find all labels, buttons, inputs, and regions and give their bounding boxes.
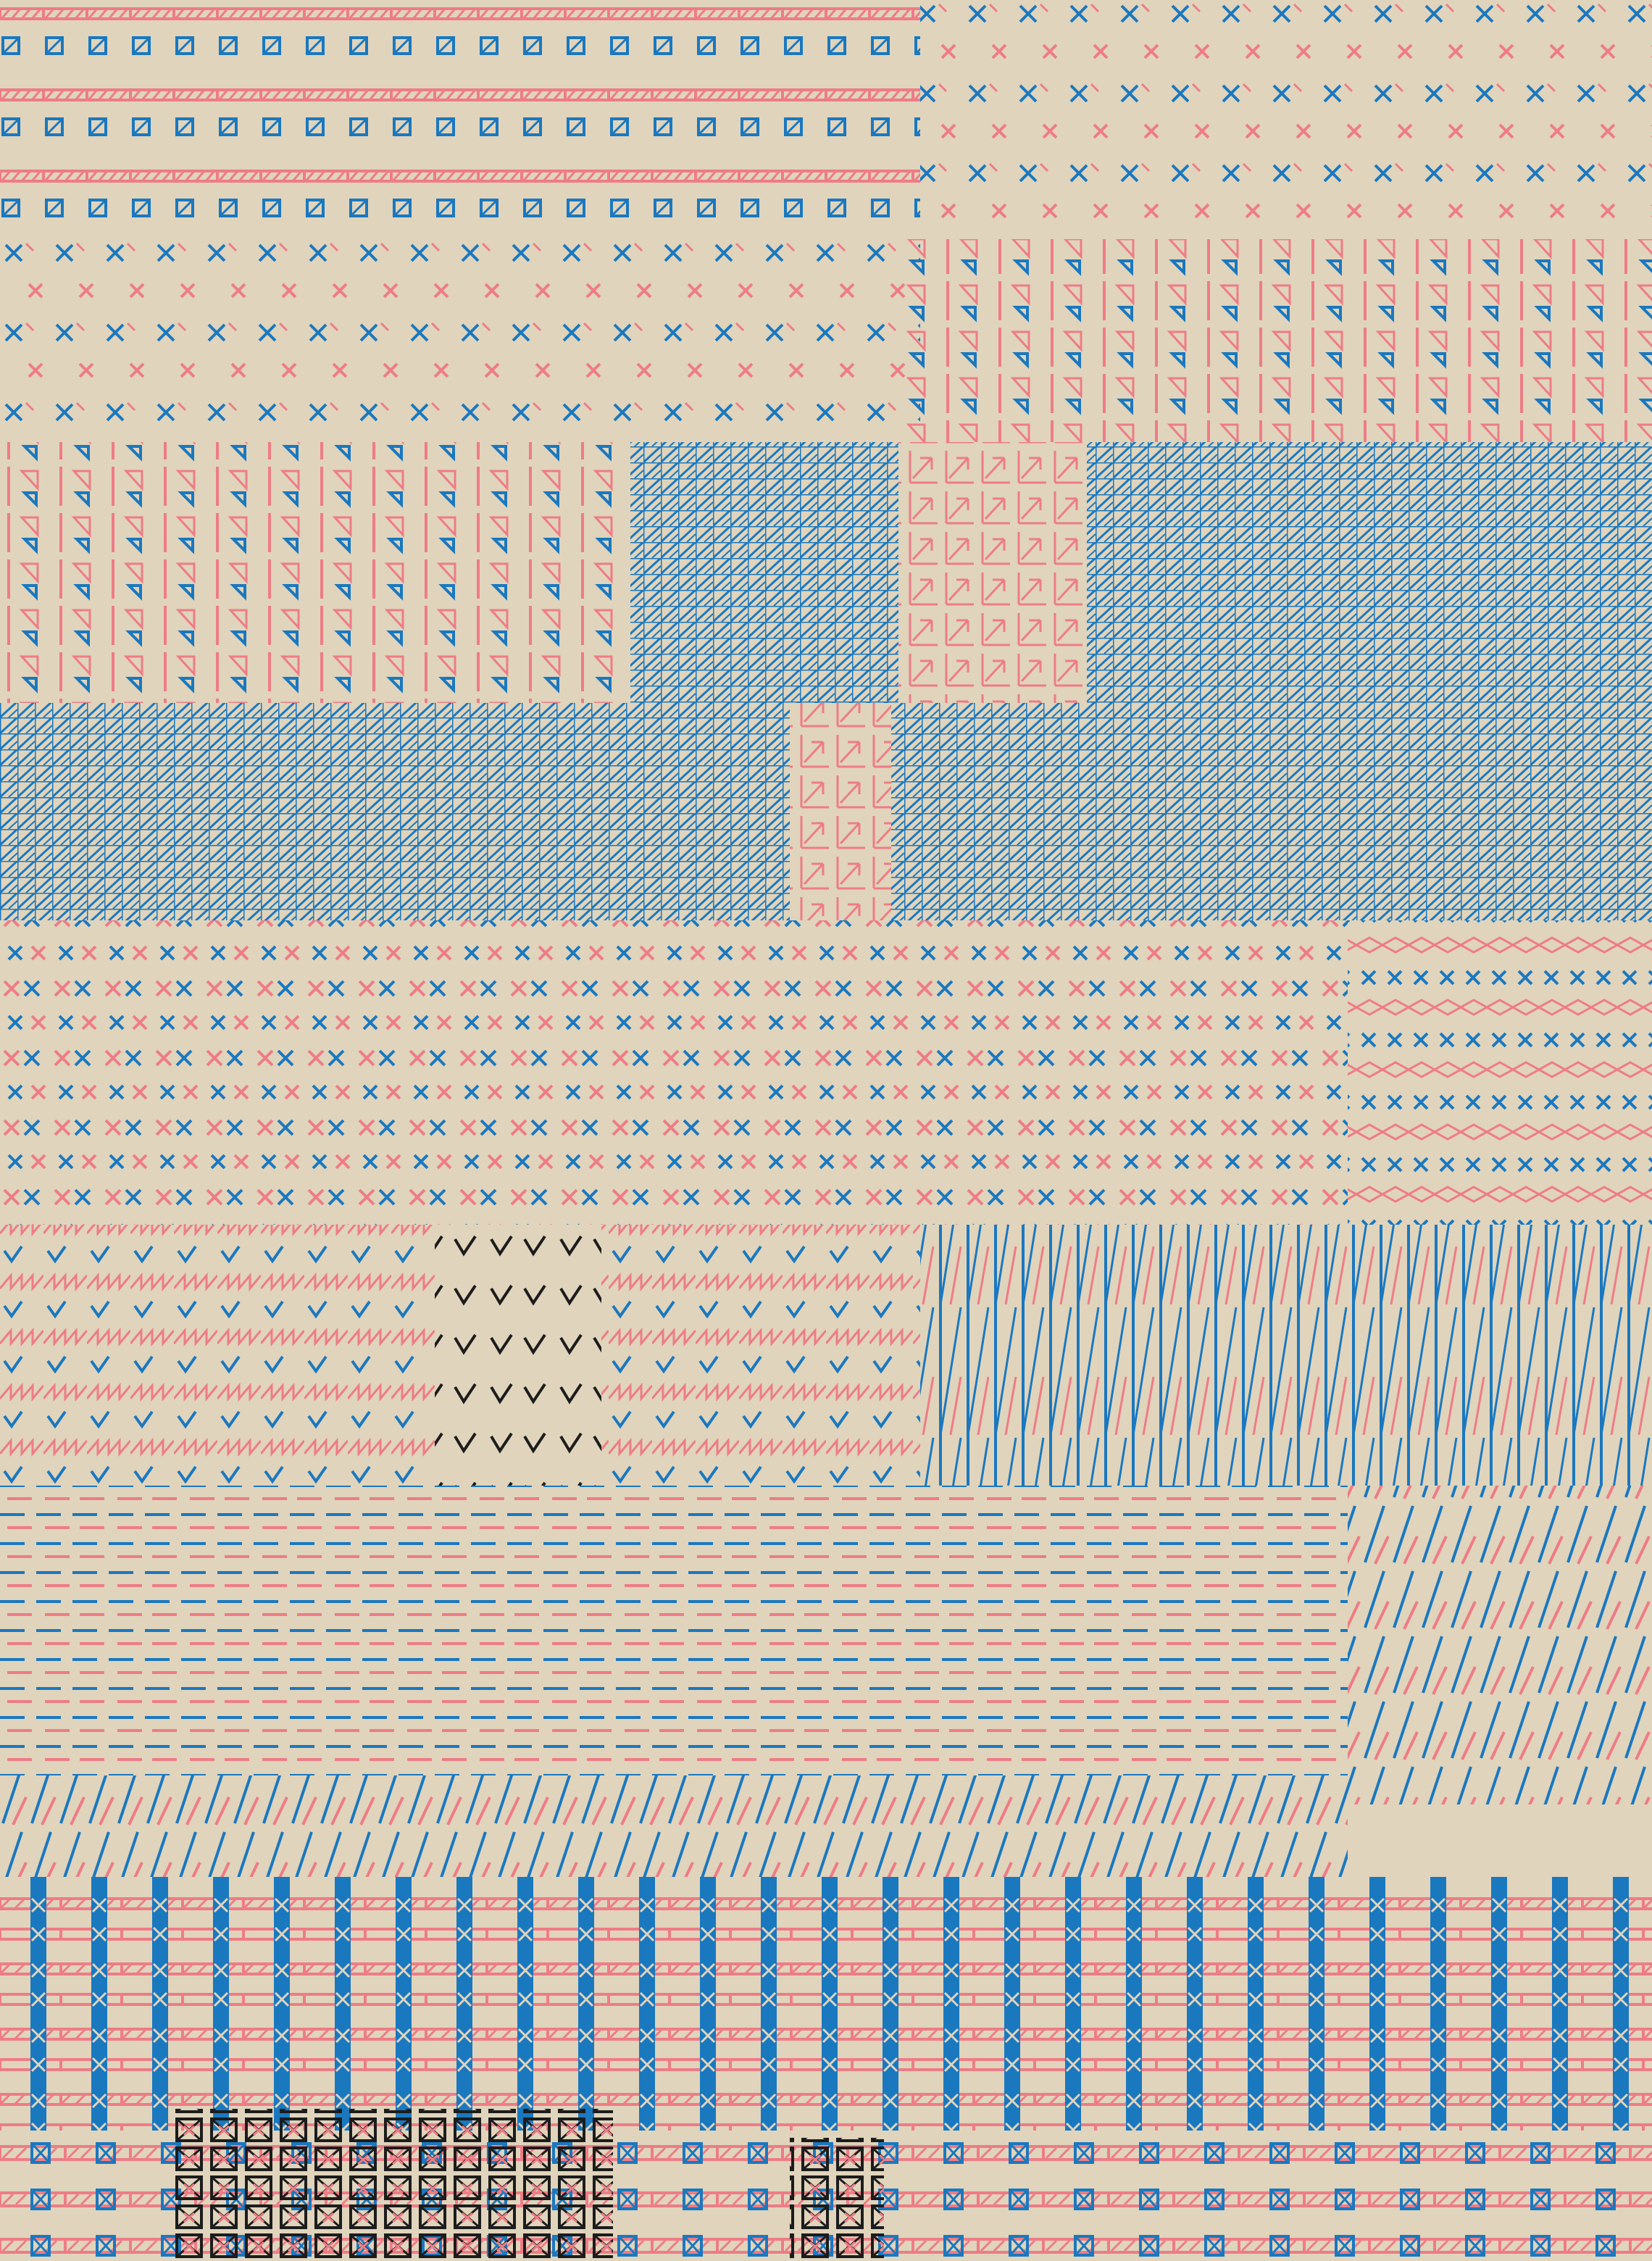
zone-x-stitch-rows <box>0 920 1348 1225</box>
zone-boxed-stripes <box>0 0 920 239</box>
zone-dense-blue-right <box>1087 442 1652 920</box>
zone-dense-blue-left <box>0 703 790 920</box>
zone-blue-columns <box>0 1877 1652 2131</box>
zone-dashed-lines <box>0 1486 1348 1775</box>
zone-pink-arrow-column <box>790 703 891 920</box>
zone-scattered-x-left <box>0 239 920 442</box>
zone-scattered-x-top-right <box>920 0 1652 239</box>
zone-dense-blue-mid <box>891 703 1087 920</box>
zone-diagonal-strokes-band <box>0 1775 1348 1877</box>
zone-pink-zigzag-left <box>0 1225 435 1486</box>
zone-pink-arrows <box>898 442 1087 703</box>
zone-triangle-columns-left <box>0 442 630 703</box>
zone-black-boxed-x-small <box>790 2138 884 2261</box>
zone-triangle-columns-right <box>898 239 1652 442</box>
zone-diamond-chain <box>1348 920 1652 1225</box>
zone-pink-zigzag-mid <box>601 1225 920 1486</box>
zone-blue-long-hatch <box>920 1225 1652 1486</box>
zone-black-boxed-x <box>171 2109 613 2261</box>
zone-black-checks <box>435 1225 601 1486</box>
zone-diagonal-strokes-right <box>1348 1486 1652 1804</box>
zone-dense-blue-center <box>630 442 898 703</box>
